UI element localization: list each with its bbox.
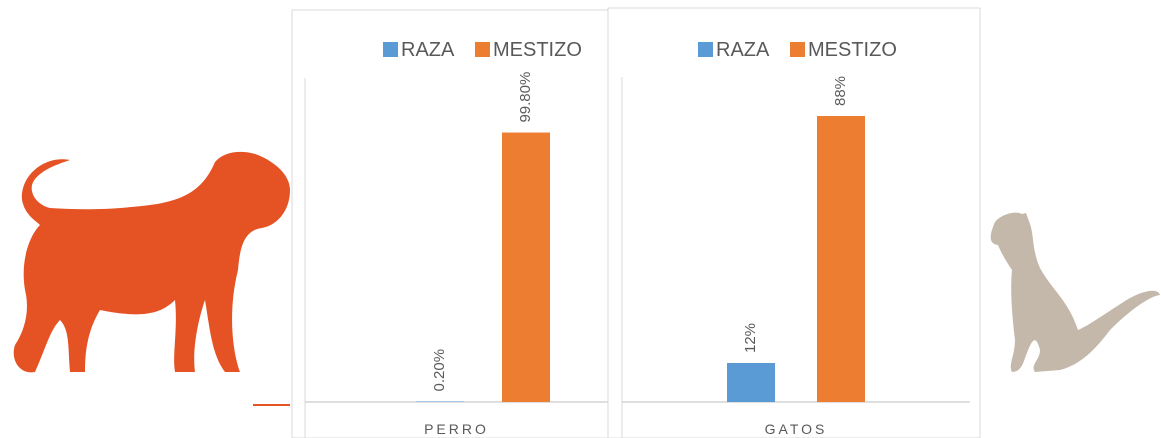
legend-label: MESTIZO <box>808 39 897 61</box>
data-label: 99.80% <box>517 72 534 123</box>
dog-silhouette <box>13 151 291 373</box>
bar <box>502 132 550 403</box>
data-label: 12% <box>742 323 759 353</box>
legend-label: RAZA <box>716 39 770 61</box>
x-tick-label: GATOS <box>765 421 828 437</box>
chart-panel <box>291 9 609 438</box>
chart-panel <box>607 7 981 438</box>
legend-swatch <box>383 42 398 57</box>
bar <box>416 401 464 402</box>
x-tick-label: PERRO <box>424 421 489 437</box>
cat-silhouette <box>990 212 1160 372</box>
legend-label: RAZA <box>401 39 455 61</box>
legend-swatch <box>475 42 490 57</box>
legend-swatch <box>790 42 805 57</box>
bar <box>727 363 775 402</box>
bar <box>817 116 865 402</box>
legend-label: MESTIZO <box>493 39 582 61</box>
data-label: 0.20% <box>431 349 448 392</box>
data-label: 88% <box>832 76 849 106</box>
legend-swatch <box>698 42 713 57</box>
